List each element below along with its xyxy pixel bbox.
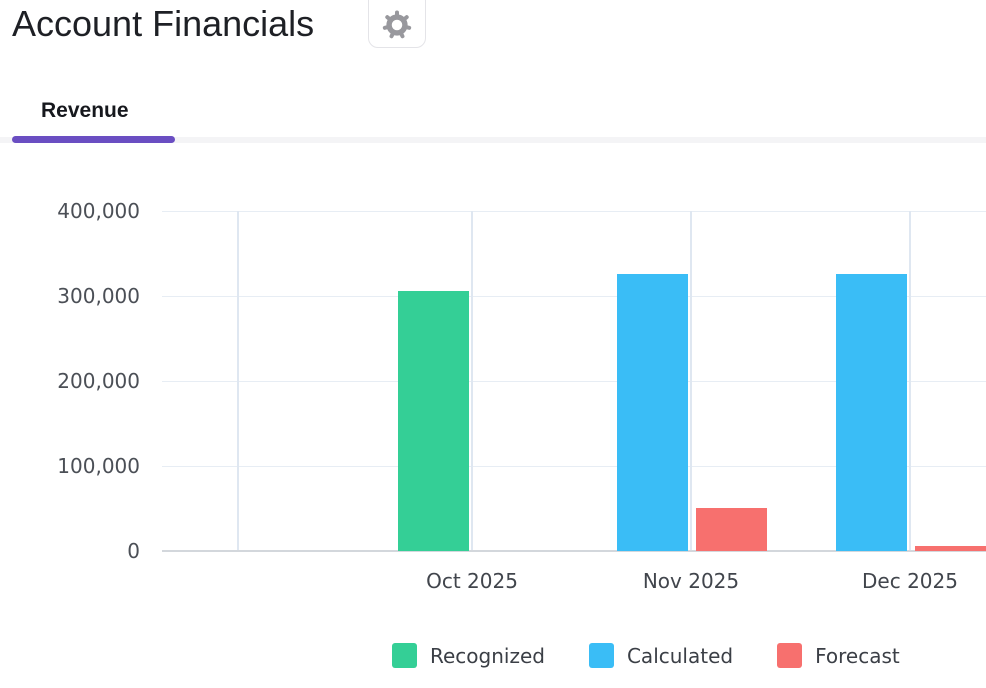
legend-item-calculated[interactable]: Calculated (588, 643, 734, 668)
bar-forecast-dec-2025[interactable] (915, 545, 986, 551)
v-gridline (237, 211, 239, 551)
x-axis-label: Oct 2025 (426, 569, 518, 593)
y-axis-tick-label: 200,000 (57, 369, 140, 393)
gear-icon (382, 10, 412, 39)
legend-label-calculated: Calculated (626, 643, 734, 668)
settings-button[interactable] (368, 0, 426, 48)
tab-bar-track (0, 137, 986, 143)
legend-item-recognized[interactable]: Recognized (392, 643, 545, 668)
legend-label-recognized: Recognized (430, 643, 545, 668)
active-tab-indicator (12, 136, 175, 143)
page-title: Account Financials (12, 3, 315, 44)
x-axis-label: Nov 2025 (642, 569, 740, 593)
v-gridline (909, 211, 911, 551)
h-gridline (162, 380, 986, 382)
y-axis-tick-label: 0 (127, 539, 140, 563)
h-gridline (162, 210, 986, 212)
bar-forecast-nov-2025[interactable] (696, 507, 767, 551)
bar-recognized-oct-2025[interactable] (398, 290, 469, 551)
legend-swatch-calculated (588, 643, 614, 668)
h-gridline (162, 465, 986, 467)
legend-item-forecast[interactable]: Forecast (777, 643, 900, 668)
x-axis-line (162, 550, 986, 552)
y-axis-tick-label: 100,000 (57, 454, 140, 478)
legend-swatch-recognized (392, 643, 417, 668)
x-axis-label: Dec 2025 (862, 569, 958, 593)
tab-revenue-label: Revenue (41, 99, 129, 122)
h-gridline (162, 295, 986, 297)
legend-label-forecast: Forecast (815, 643, 900, 668)
v-gridline (690, 211, 692, 551)
tab-revenue[interactable]: Revenue (41, 98, 129, 124)
legend-swatch-forecast (777, 643, 803, 668)
y-axis-tick-label: 300,000 (57, 284, 140, 308)
chart-legend: Recognized Calculated Forecast (392, 643, 900, 668)
bar-calculated-nov-2025[interactable] (617, 273, 688, 551)
bar-calculated-dec-2025[interactable] (836, 273, 907, 551)
y-axis-tick-label: 400,000 (57, 199, 140, 223)
v-gridline (471, 211, 473, 551)
